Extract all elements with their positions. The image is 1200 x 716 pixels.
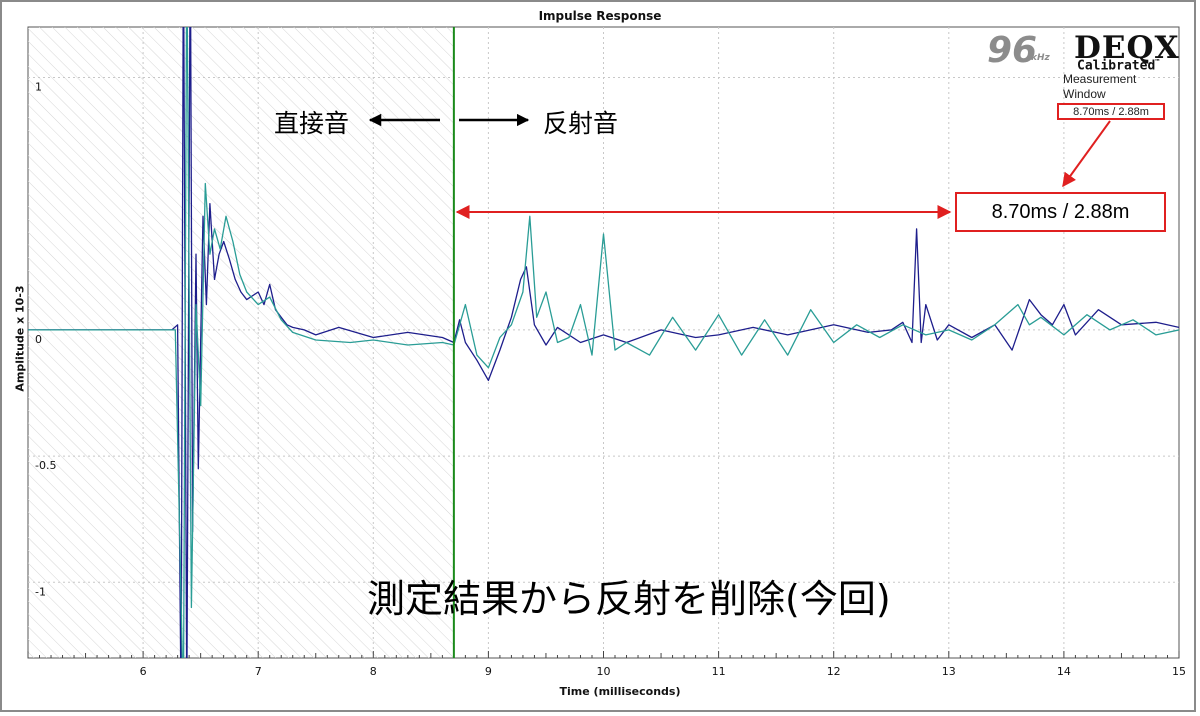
x-tick-label: 7 [255,665,262,678]
series-group [28,27,1179,658]
callout-arrow [1062,120,1111,188]
series-line-2 [28,27,1179,658]
x-tick-label: 15 [1172,665,1186,678]
y-tick-label: -1 [35,585,46,598]
measurement-window-value[interactable]: 8.70ms / 2.88m [1057,103,1165,120]
windowed-region-hatch [28,27,454,658]
x-tick-label: 8 [370,665,377,678]
series-line-1 [28,27,1179,658]
reflected-sound-label: 反射音 [543,109,619,138]
grid-lines [28,27,1179,658]
x-tick-label: 13 [942,665,956,678]
trademark-mark: ™ [1155,58,1160,66]
x-tick-label: 6 [140,665,147,678]
deqx-logo: DEQX [1074,30,1180,66]
window-readout-callout: 8.70ms / 2.88m [955,192,1166,232]
sample-rate-logo: 96 [987,30,1038,71]
sample-rate-unit: kHz [1031,53,1050,63]
x-tick-label: 14 [1057,665,1071,678]
y-axis-label: Amplitude x 10-3 [13,285,27,392]
measurement-window-label: Measurement Window [1063,72,1137,101]
chart-title: Impulse Response [538,9,662,23]
x-axis-label: Time (milliseconds) [559,685,681,698]
result-caption: 測定結果から反射を削除(今回) [367,577,891,621]
y-tick-label: 1 [35,80,42,93]
x-tick-label: 11 [712,665,726,678]
x-tick-label: 12 [827,665,841,678]
calibrated-text: Calibrated [1077,58,1156,74]
calibrated-logo: Calibrated™ [1077,58,1160,73]
x-tick-label: 10 [597,665,611,678]
y-tick-label: 0 [35,333,42,346]
y-tick-label: -0.5 [35,459,56,472]
x-tick-label: 9 [485,665,492,678]
direct-sound-label: 直接音 [274,109,350,138]
